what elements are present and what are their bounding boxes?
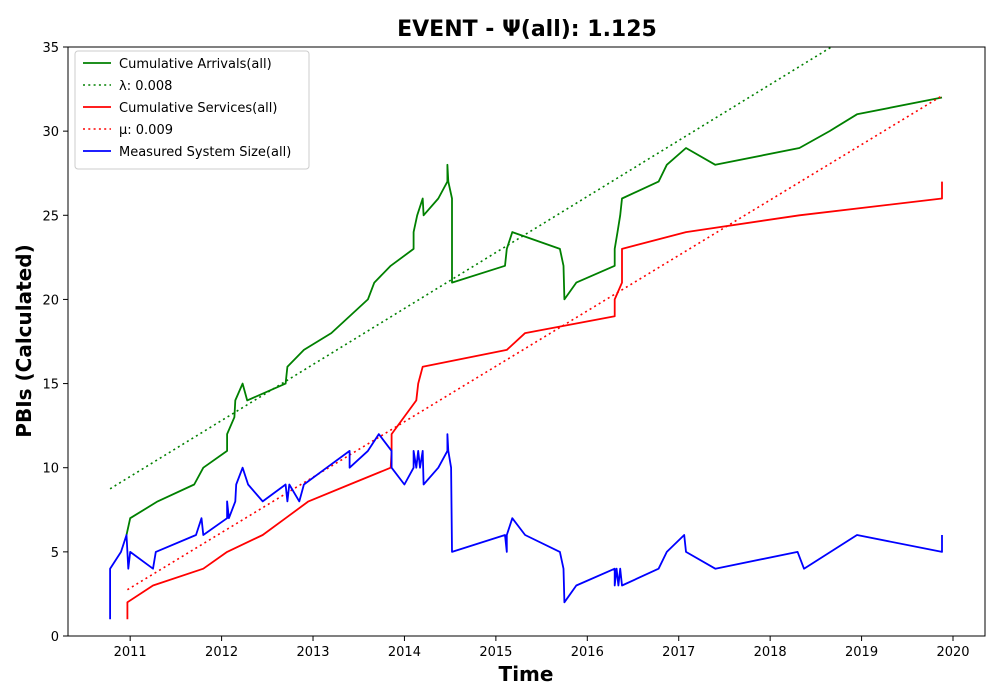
series-line-4 — [109, 433, 943, 620]
x-tick-label: 2015 — [479, 645, 512, 660]
legend-label: λ: 0.008 — [119, 79, 172, 94]
x-tick-label: 2013 — [296, 645, 329, 660]
legend-box — [74, 50, 310, 170]
y-tick-label: 35 — [42, 41, 59, 56]
y-tick-label: 25 — [42, 209, 59, 224]
x-tick-label: 2016 — [571, 645, 604, 660]
y-tick-label: 0 — [51, 630, 59, 645]
x-tick-label: 2018 — [754, 645, 787, 660]
legend-label: μ: 0.009 — [119, 123, 173, 138]
y-tick-label: 10 — [42, 462, 59, 477]
series-line-0 — [125, 96, 943, 536]
y-tick-label: 20 — [42, 293, 59, 308]
x-tick-label: 2017 — [662, 645, 695, 660]
y-tick-label: 5 — [51, 546, 59, 561]
x-tick-label: 2011 — [114, 645, 147, 660]
legend-label: Measured System Size(all) — [119, 145, 291, 160]
x-tick-label: 2020 — [936, 645, 969, 660]
legend: Cumulative Arrivals(all) λ: 0.008 Cumulati… — [74, 50, 310, 170]
y-tick-label: 30 — [42, 125, 59, 140]
y-axis: 0 5 10 15 20 25 30 35 — [42, 41, 68, 645]
legend-label: Cumulative Arrivals(all) — [119, 57, 272, 72]
x-tick-label: 2019 — [845, 645, 878, 660]
y-tick-label: 15 — [42, 378, 59, 393]
legend-label: Cumulative Services(all) — [119, 101, 277, 116]
y-axis-label: PBIs (Calculated) — [12, 244, 36, 437]
plot-frame — [67, 46, 986, 637]
x-axis: 2011 2012 2013 2014 2015 2016 2017 2018 2019 2020 — [114, 636, 970, 660]
chart-title: EVENT - Ψ(all): 1.125 — [397, 17, 657, 42]
series-line-2 — [126, 181, 943, 620]
x-tick-label: 2012 — [205, 645, 238, 660]
series-layer — [109, 47, 943, 620]
series-line-1 — [109, 47, 833, 490]
plot-area: 2011 2012 2013 2014 2015 2016 2017 2018 2019 2020… — [42, 41, 986, 660]
x-axis-label: Time — [499, 662, 554, 686]
x-tick-label: 2014 — [388, 645, 421, 660]
